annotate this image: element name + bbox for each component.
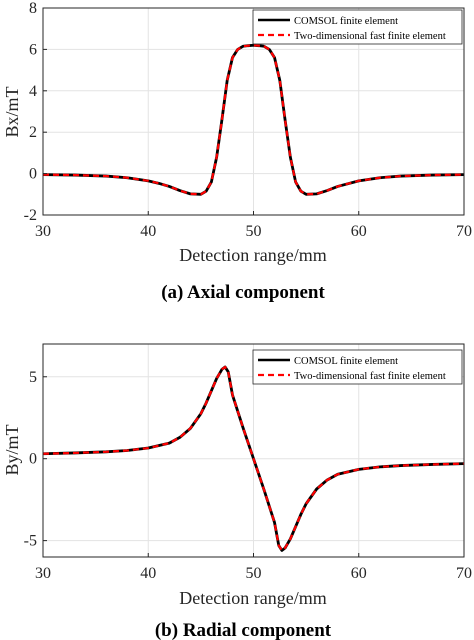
y-axis-label-axial: Bx/mT [2, 86, 22, 137]
x-axis-label-radial: Detection range/mm [179, 588, 326, 608]
legend-box-axial [252, 9, 463, 45]
x-tick-label-radial: 70 [456, 565, 472, 582]
legend-label-comsol-radial: COMSOL finite element [294, 356, 398, 367]
caption-axial: (a) Axial component [161, 282, 325, 303]
caption-radial: (b) Radial component [155, 620, 332, 640]
y-tick-label-axial: 4 [29, 83, 37, 100]
x-tick-label-radial: 30 [35, 565, 51, 582]
legend-radial: COMSOL finite element Two-dimensional fa… [252, 349, 463, 385]
ticks-radial: 30 40 50 60 70 -5 0 5 [24, 369, 472, 582]
panel-radial: 30 40 50 60 70-505 Detection range/mm By/mT … [2, 343, 472, 640]
x-tick-label-axial: 50 [246, 223, 262, 240]
ticks-axial: 30 40 50 60 70 -2 0 2 4 6 8 [24, 0, 472, 240]
y-tick-label-axial: 0 [29, 166, 37, 183]
legend-label-fast-fe-radial: Two-dimensional fast finite element [294, 371, 446, 382]
y-tick-label-axial: 2 [29, 124, 37, 141]
y-tick-label-radial: 0 [29, 451, 37, 468]
x-tick-label-radial: 50 [246, 565, 262, 582]
y-tick-label-axial: -2 [24, 207, 37, 224]
x-tick-label-axial: 70 [456, 223, 472, 240]
legend-axial: COMSOL finite element Two-dimensional fa… [252, 9, 463, 45]
legend-label-fast-fe-axial: Two-dimensional fast finite element [294, 31, 446, 42]
x-tick-label-radial: 60 [351, 565, 367, 582]
y-tick-label-radial: 5 [29, 369, 37, 386]
legend-label-comsol-axial: COMSOL finite element [294, 16, 398, 27]
legend-box-radial [252, 349, 463, 385]
x-tick-label-axial: 60 [351, 223, 367, 240]
x-axis-label-axial: Detection range/mm [179, 245, 326, 265]
series-group-radial [42, 365, 465, 552]
y-tick-label-axial: 8 [29, 0, 37, 17]
series-line-comsol-axial [42, 43, 465, 196]
x-tick-label-axial: 30 [35, 223, 51, 240]
y-tick-label-axial: 6 [29, 41, 37, 58]
y-tick-label-radial: -5 [24, 533, 37, 550]
x-tick-label-radial: 40 [140, 565, 156, 582]
y-axis-label-radial: By/mT [2, 424, 22, 475]
series-line-fast-fe-radial [42, 365, 465, 552]
x-tick-label-axial: 40 [140, 223, 156, 240]
series-group-axial [42, 43, 465, 196]
panel-axial: 30 40 50 60 70 -2 0 2 4 6 8 Detection range/mm Bx/… [2, 0, 472, 303]
